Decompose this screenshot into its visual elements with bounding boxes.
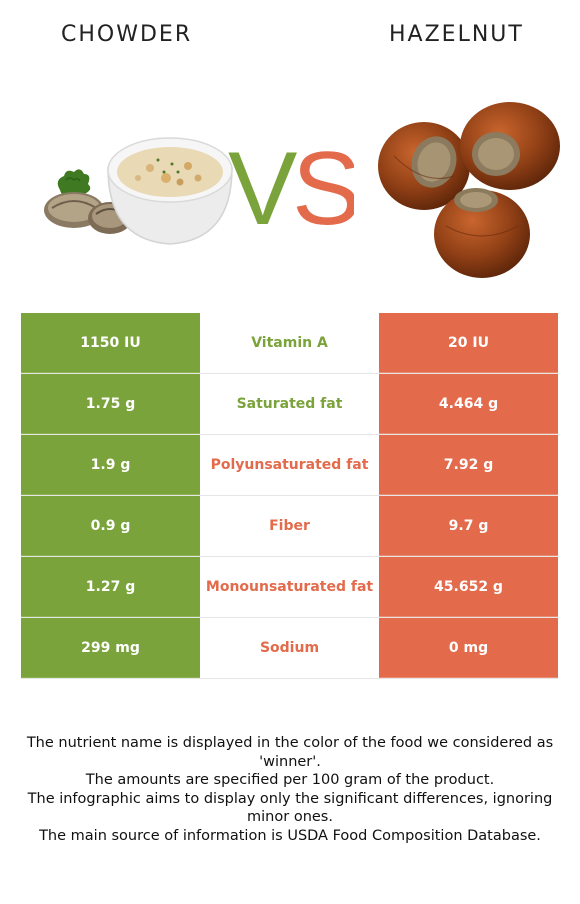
vs-letter-s: S: [292, 138, 354, 230]
nutrient-name: Sodium: [200, 618, 379, 678]
comparison-table: 1150 IU Vitamin A 20 IU 1.75 g Saturated…: [21, 313, 558, 679]
hazelnut-value: 0 mg: [379, 618, 558, 678]
chowder-value: 299 mg: [21, 618, 200, 678]
nutrient-name: Monounsaturated fat: [200, 557, 379, 617]
footnote-per-100g: The amounts are specified per 100 gram o…: [85, 772, 495, 788]
table-row-sodium: 299 mg Sodium 0 mg: [21, 618, 558, 679]
chowder-value: 0.9 g: [21, 496, 200, 556]
chowder-value: 1.75 g: [21, 374, 200, 434]
footnote-data-source: The main source of information is USDA F…: [39, 827, 541, 844]
hazelnut-image: [378, 102, 560, 278]
hazelnut-value: 45.652 g: [379, 557, 558, 617]
chowder-value: 1.9 g: [21, 435, 200, 495]
table-row-fiber: 0.9 g Fiber 9.7 g: [21, 496, 558, 557]
table-row-vitamin-a: 1150 IU Vitamin A 20 IU: [21, 313, 558, 374]
nutrient-name: Polyunsaturated fat: [200, 435, 379, 495]
table-row-saturated-fat: 1.75 g Saturated fat 4.464 g: [21, 374, 558, 435]
nutrient-name: Saturated fat: [200, 374, 379, 434]
vs-letter-v: V: [228, 138, 297, 230]
hazelnut-value: 7.92 g: [379, 435, 558, 495]
hazelnut-value: 9.7 g: [379, 496, 558, 556]
nutrient-name: Fiber: [200, 496, 379, 556]
nutrient-name: Vitamin A: [200, 313, 379, 373]
hazelnut-value: 20 IU: [379, 313, 558, 373]
chowder-value: 1150 IU: [21, 313, 200, 373]
table-row-monounsaturated-fat: 1.27 g Monounsaturated fat 45.652 g: [21, 557, 558, 618]
footnote: The nutrient name is displayed in the co…: [20, 734, 560, 845]
footnote-significant-differences: The infographic aims to display only the…: [27, 790, 553, 826]
chowder-value: 1.27 g: [21, 557, 200, 617]
right-food-title: HAZELNUT: [389, 22, 524, 47]
left-food-title: CHOWDER: [61, 22, 193, 47]
table-row-polyunsaturated-fat: 1.9 g Polyunsaturated fat 7.92 g: [21, 435, 558, 496]
hazelnut-value: 4.464 g: [379, 374, 558, 434]
chowder-image: [44, 137, 233, 245]
footnote-winner-color: The nutrient name is displayed in the co…: [26, 735, 554, 770]
vs-logo: V S: [228, 138, 354, 230]
